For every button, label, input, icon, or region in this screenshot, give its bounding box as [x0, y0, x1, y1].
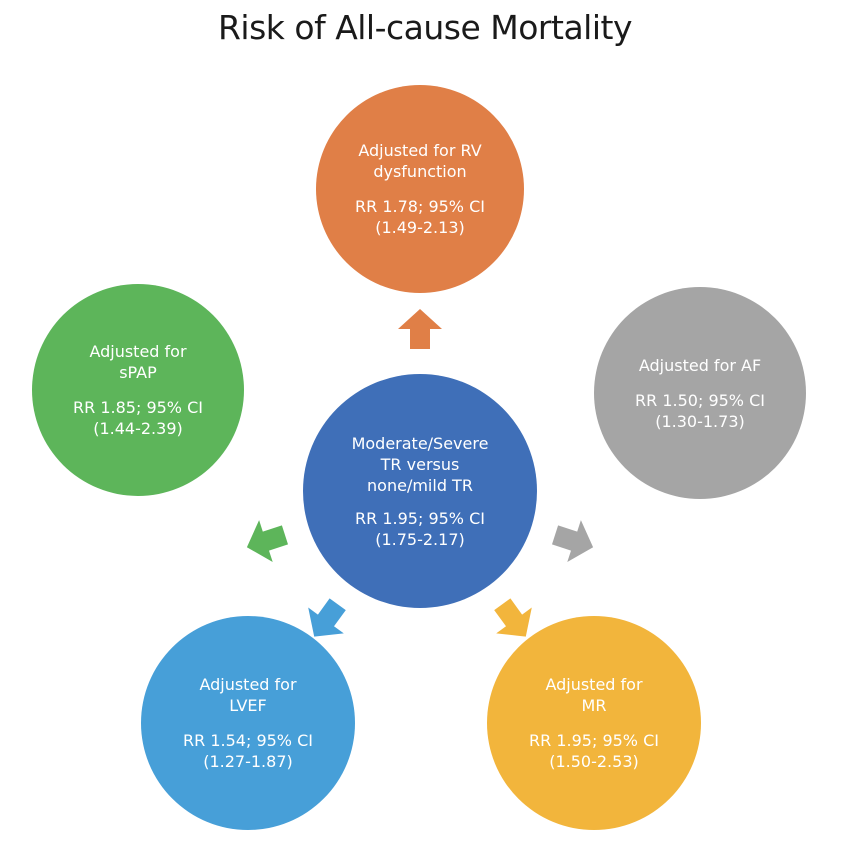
arrow-mr — [494, 598, 532, 637]
arrow-af — [552, 520, 594, 562]
center-node-stat: RR 1.95; 95% CI (1.75-2.17) — [355, 508, 485, 549]
diagram-title: Risk of All-cause Mortality — [218, 8, 632, 47]
node-rv-stat: RR 1.78; 95% CI (1.49-2.13) — [355, 197, 485, 237]
node-af: Adjusted for AF RR 1.50; 95% CI (1.30-1.… — [594, 287, 806, 499]
node-mr-label: Adjusted for MR — [545, 675, 643, 715]
node-spap-stat: RR 1.85; 95% CI (1.44-2.39) — [73, 398, 203, 438]
node-rv: Adjusted for RV dysfunction RR 1.78; 95%… — [316, 85, 524, 293]
node-af-label: Adjusted for AF — [638, 355, 762, 375]
center-node: Moderate/Severe TR versus none/mild TR R… — [303, 374, 537, 608]
node-lvef-label: Adjusted for LVEF — [199, 675, 297, 715]
center-node-label: Moderate/Severe TR versus none/mild TR — [351, 433, 489, 495]
node-mr-stat: RR 1.95; 95% CI (1.50-2.53) — [529, 731, 659, 771]
node-spap-label: Adjusted for sPAP — [89, 342, 187, 382]
node-spap: Adjusted for sPAP RR 1.85; 95% CI (1.44-… — [32, 284, 244, 496]
arrow-spap — [246, 520, 288, 562]
node-rv-label: Adjusted for RV dysfunction — [358, 141, 482, 181]
node-mr: Adjusted for MR RR 1.95; 95% CI (1.50-2.… — [487, 616, 701, 830]
node-lvef: Adjusted for LVEF RR 1.54; 95% CI (1.27-… — [141, 616, 355, 830]
arrow-rv — [398, 309, 442, 349]
arrow-lvef — [308, 598, 346, 637]
node-lvef-stat: RR 1.54; 95% CI (1.27-1.87) — [183, 731, 313, 771]
node-af-stat: RR 1.50; 95% CI (1.30-1.73) — [635, 390, 765, 431]
